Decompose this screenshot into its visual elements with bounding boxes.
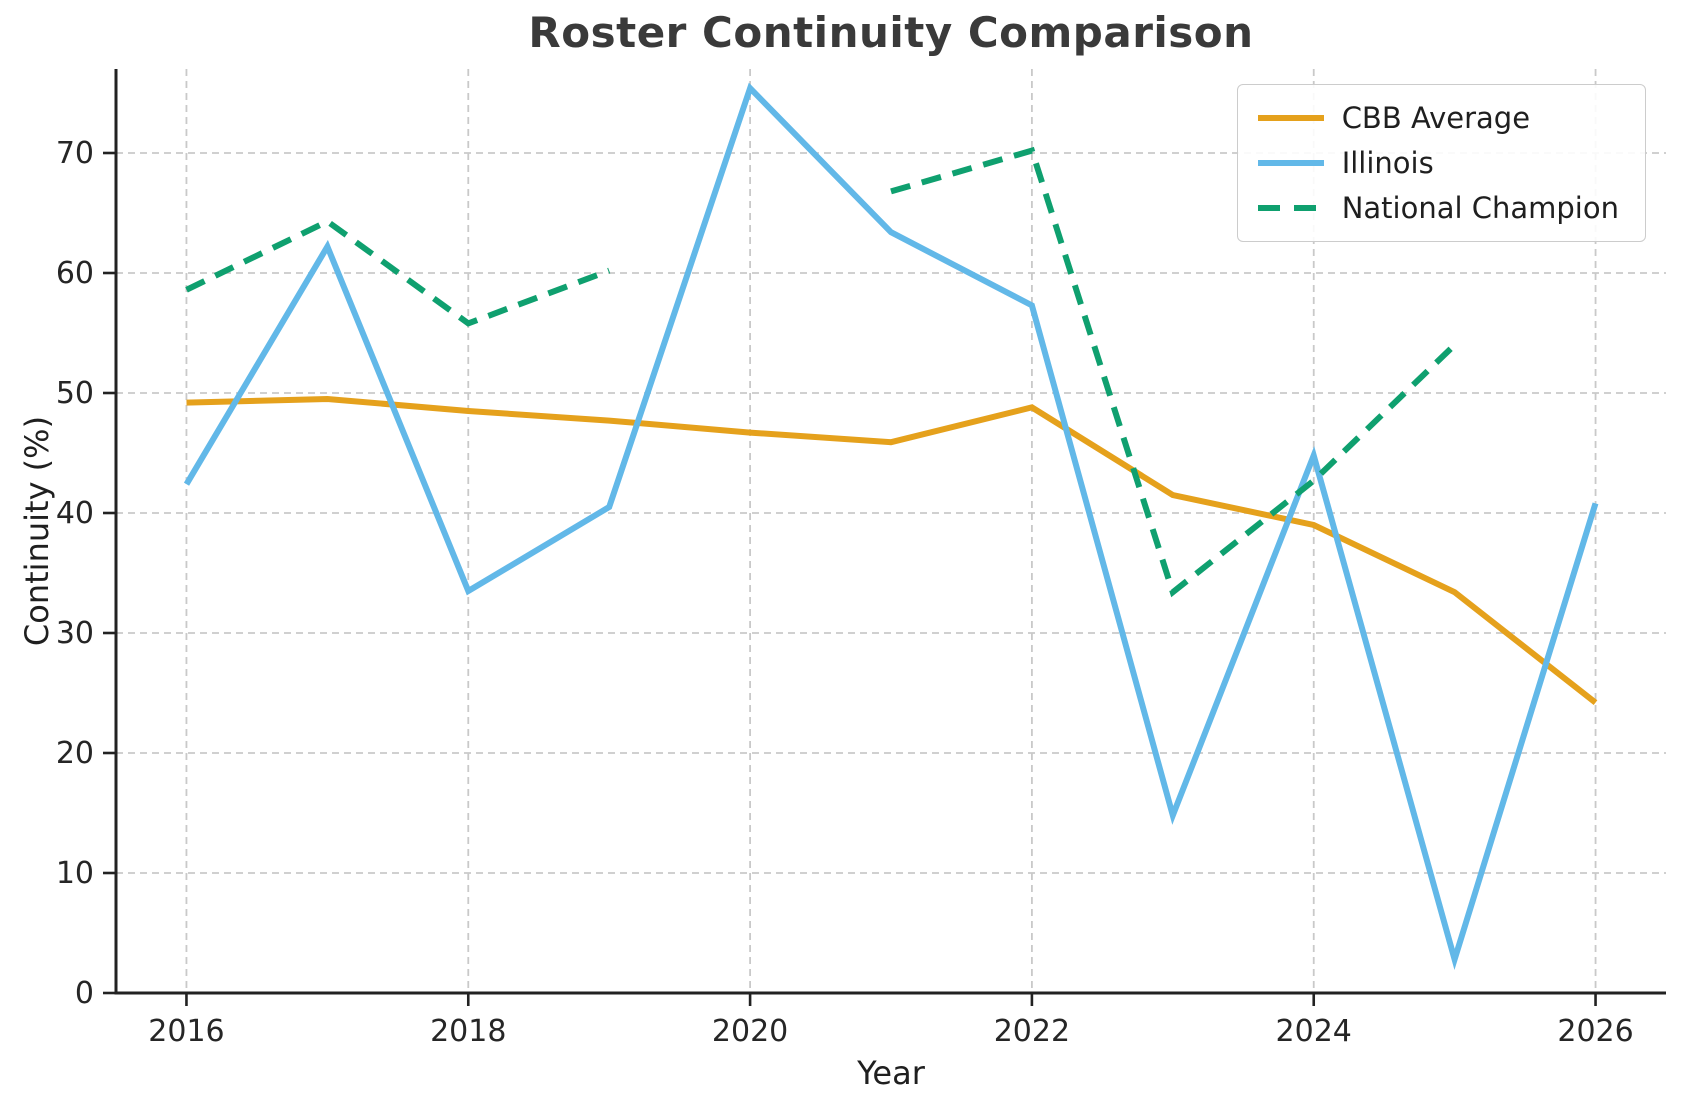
legend-label: National Champion — [1341, 191, 1619, 225]
y-tick-label: 60 — [56, 256, 94, 291]
y-tick-label: 70 — [56, 136, 94, 171]
y-tick-label: 10 — [56, 856, 94, 891]
x-tick-label: 2016 — [148, 1014, 224, 1049]
legend: CBB Average Illinois National Champion — [1236, 84, 1646, 242]
x-tick-label: 2026 — [1557, 1014, 1633, 1049]
y-tick-label: 40 — [56, 496, 94, 531]
y-tick-label: 50 — [56, 376, 94, 411]
legend-label: CBB Average — [1341, 101, 1531, 135]
chart-title: Roster Continuity Comparison — [528, 8, 1254, 57]
y-tick-label: 0 — [75, 976, 94, 1011]
legend-line-sample — [1257, 205, 1324, 211]
x-tick-label: 2024 — [1276, 1014, 1352, 1049]
y-tick-label: 20 — [56, 736, 94, 771]
x-tick-label: 2022 — [994, 1014, 1070, 1049]
series-line-national-champion — [185, 146, 1457, 598]
y-tick-label: 30 — [56, 616, 94, 651]
legend-line-sample — [1257, 115, 1324, 121]
series-line-illinois — [183, 82, 1599, 971]
x-tick-label: 2018 — [430, 1014, 506, 1049]
series-line-cbb-average — [186, 395, 1598, 705]
legend-item-cbb-average: CBB Average — [1257, 101, 1619, 135]
legend-line-sample — [1257, 160, 1324, 166]
legend-item-national-champion: National Champion — [1257, 191, 1619, 225]
x-tick-label: 2020 — [712, 1014, 788, 1049]
x-axis-label: Year — [857, 1054, 925, 1092]
y-axis-label: Continuity (%) — [18, 415, 56, 647]
legend-label: Illinois — [1341, 146, 1434, 180]
legend-item-illinois: Illinois — [1257, 146, 1619, 180]
